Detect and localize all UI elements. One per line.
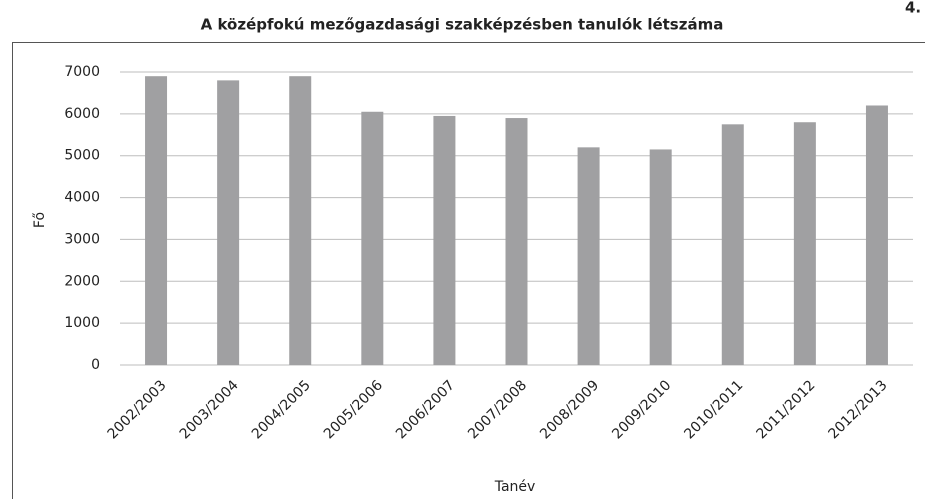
x-tick-label: 2007/2008 xyxy=(465,377,530,442)
bar xyxy=(865,105,888,365)
bar xyxy=(361,111,384,365)
x-tick-label: 2003/2004 xyxy=(177,377,242,442)
bar xyxy=(505,118,528,366)
y-tick-label: 0 xyxy=(91,357,100,373)
y-tick-label: 4000 xyxy=(64,190,100,206)
bar xyxy=(721,124,744,365)
x-tick-label: 2006/2007 xyxy=(393,377,458,442)
bar xyxy=(145,76,168,365)
x-tick-label: 2004/2005 xyxy=(249,377,314,442)
bar xyxy=(433,115,456,365)
y-tick-label: 1000 xyxy=(64,315,100,331)
x-tick-label: 2008/2009 xyxy=(537,377,602,442)
y-axis-label: Fő xyxy=(32,212,48,228)
bar xyxy=(793,122,816,365)
x-tick-label: 2009/2010 xyxy=(609,377,674,442)
x-tick-label: 2005/2006 xyxy=(321,377,386,442)
bar xyxy=(289,76,312,365)
bar xyxy=(649,149,672,365)
y-tick-label: 3000 xyxy=(64,231,100,247)
y-tick-label: 2000 xyxy=(64,273,100,289)
x-tick-label: 2012/2013 xyxy=(826,377,891,442)
y-tick-label: 7000 xyxy=(64,64,100,80)
figure-label: 4. ábr xyxy=(905,0,925,17)
bar xyxy=(217,80,240,365)
y-tick-label: 5000 xyxy=(64,148,100,164)
x-tick-label: 2011/2012 xyxy=(753,377,818,442)
y-tick-label: 6000 xyxy=(64,106,100,122)
x-axis-label: Tanév xyxy=(494,479,536,495)
chart-frame xyxy=(12,42,925,499)
chart-title: A középfokú mezőgazdasági szakképzésben … xyxy=(201,16,724,34)
bar xyxy=(577,147,600,365)
x-tick-label: 2002/2003 xyxy=(105,377,170,442)
x-tick-label: 2010/2011 xyxy=(681,377,746,442)
